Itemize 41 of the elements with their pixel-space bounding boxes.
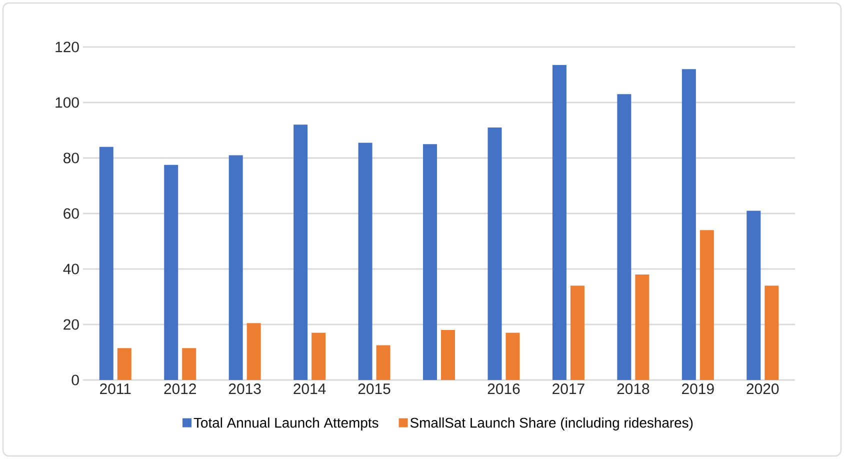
- bar: [423, 144, 438, 380]
- y-tick-label: 80: [64, 152, 79, 164]
- bar: [164, 164, 178, 380]
- bar: [617, 94, 632, 380]
- bar: [246, 323, 261, 380]
- bar: [358, 142, 372, 380]
- x-tick-label: 2011: [100, 384, 131, 394]
- x-tick-label: 2016: [488, 384, 520, 394]
- y-tick-label: 20: [64, 319, 79, 330]
- bar: [312, 332, 326, 380]
- y-tick-label: 100: [56, 97, 79, 108]
- x-tick-label: 2014: [294, 384, 326, 394]
- bar: [294, 124, 308, 380]
- y-tick-label: 40: [63, 264, 79, 274]
- bar: [99, 146, 114, 380]
- x-tick-label: 2012: [164, 384, 196, 394]
- legend-label: SmallSat Launch Share (including rideshares): [410, 417, 693, 430]
- y-tick-label: 120: [56, 42, 79, 52]
- bar: [682, 69, 696, 380]
- bar: [376, 345, 390, 380]
- bar: [552, 65, 566, 380]
- bar: [488, 127, 502, 380]
- bar: [506, 332, 520, 380]
- bar: [117, 348, 132, 380]
- bar: [182, 348, 196, 380]
- x-tick-label: 2020: [746, 384, 779, 394]
- x-tick-label: 2013: [228, 384, 261, 394]
- bar: [570, 286, 584, 380]
- x-tick-label: 2019: [682, 384, 714, 394]
- bar: [746, 210, 761, 380]
- bar: [764, 286, 779, 380]
- y-tick-label: 0: [72, 374, 79, 386]
- legend-label: Total Annual Launch Attempts: [194, 417, 378, 430]
- bar: [635, 274, 650, 380]
- x-tick-label: 2017: [552, 384, 584, 394]
- bar: [441, 330, 456, 380]
- y-tick-label: 60: [64, 208, 79, 219]
- bar: [228, 155, 243, 380]
- bar: [700, 230, 714, 380]
- x-tick-label: 2015: [358, 384, 390, 394]
- x-tick-label: 2018: [617, 384, 650, 394]
